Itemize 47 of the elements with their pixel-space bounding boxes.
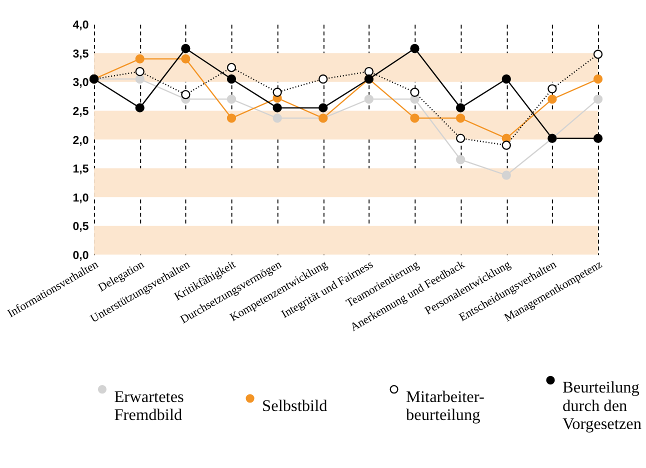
y-tick-label: 4,0 — [72, 20, 89, 32]
point — [548, 94, 557, 104]
point — [272, 114, 282, 123]
point — [593, 50, 603, 59]
y-tick-label: 1,5 — [72, 164, 90, 176]
y-tick-label: 3,5 — [72, 48, 90, 60]
point — [410, 114, 420, 123]
point — [548, 84, 557, 94]
point — [456, 103, 466, 112]
point — [135, 103, 144, 112]
y-tick-label: 2,5 — [72, 106, 90, 118]
point — [226, 74, 236, 84]
point — [318, 74, 328, 84]
point — [593, 134, 603, 143]
legend-label: Selbstbild — [262, 396, 328, 415]
point — [226, 94, 236, 104]
point — [456, 114, 466, 123]
point — [181, 90, 190, 100]
point — [410, 88, 420, 97]
point — [502, 170, 511, 180]
y-tick-label: 1,0 — [72, 192, 89, 204]
point — [135, 74, 144, 84]
point — [318, 103, 328, 112]
point — [502, 140, 511, 150]
point — [181, 44, 190, 54]
legend-label: Mitarbeiter-beurteilung — [406, 386, 484, 424]
point — [456, 134, 466, 143]
point — [410, 44, 420, 54]
point — [135, 66, 144, 76]
point — [456, 155, 466, 164]
point — [226, 62, 236, 72]
y-tick-label: 0,0 — [72, 250, 89, 262]
y-tick-label: 0,5 — [72, 221, 90, 234]
point — [272, 103, 282, 112]
point — [181, 54, 190, 64]
point — [364, 66, 374, 76]
point — [593, 94, 603, 104]
point — [502, 74, 511, 84]
legend-label: Beurteilung durch den Vorgesetzen — [562, 378, 642, 434]
point — [135, 54, 144, 64]
point — [272, 88, 282, 97]
point — [593, 74, 603, 84]
point — [364, 94, 374, 104]
legend-label: Erwartetes Fremdbild — [114, 386, 184, 424]
y-tick-label: 3,0 — [72, 77, 89, 90]
point — [226, 114, 236, 123]
y-tick-label: 2,0 — [72, 134, 89, 147]
